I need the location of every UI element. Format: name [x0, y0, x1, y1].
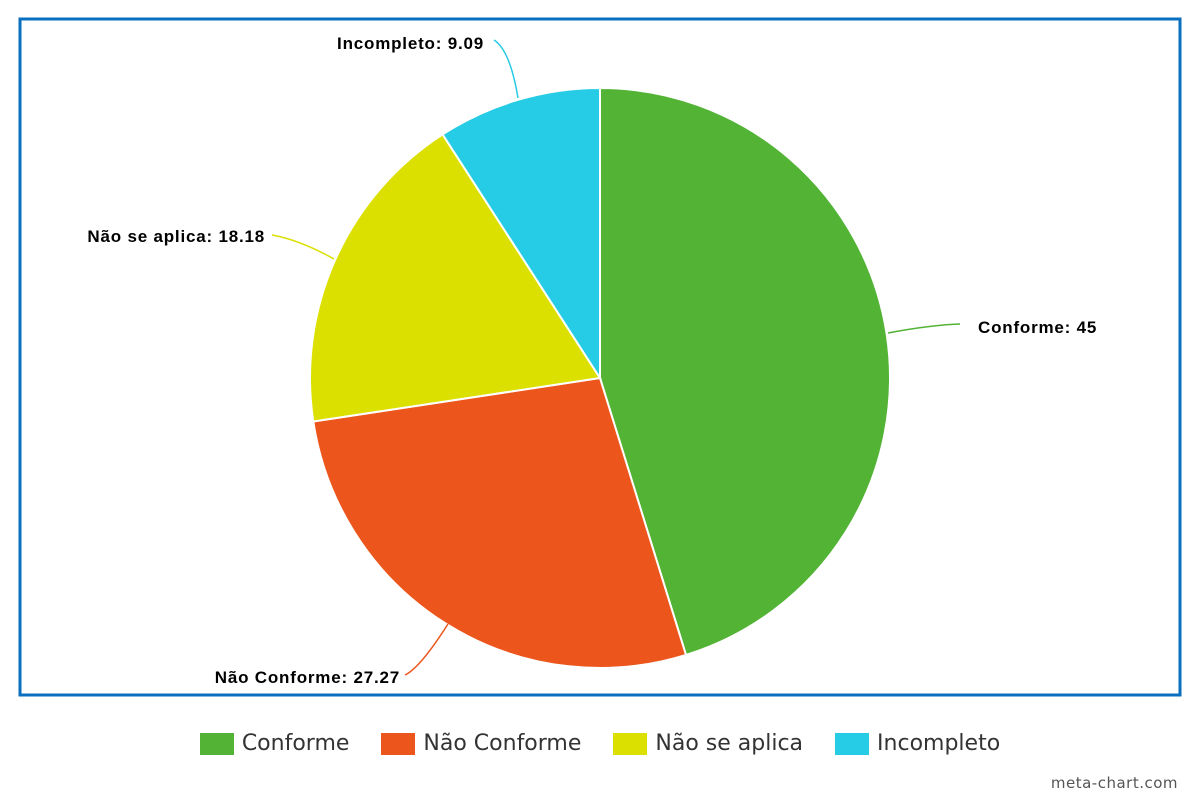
- legend-swatch-nao-conforme: [381, 732, 416, 755]
- legend-item-incompleto[interactable]: Incompleto: [835, 731, 1000, 756]
- legend: Conforme Não Conforme Não se aplica Inco…: [0, 731, 1200, 756]
- connector-incompleto: [493, 39, 519, 99]
- pie-slice-conforme[interactable]: [599, 86, 891, 657]
- legend-item-nao-se-aplica[interactable]: Não se aplica: [613, 731, 803, 756]
- connector-nao-conforme: [404, 623, 449, 676]
- legend-label-incompleto: Incompleto: [877, 731, 1001, 756]
- legend-swatch-conforme: [199, 732, 234, 755]
- pie-slice-nao-conforme[interactable]: [312, 376, 688, 669]
- connector-conforme: [887, 323, 961, 334]
- pie-chart: Conforme: 45 Não Conforme: 27.27 Não se ap…: [18, 17, 1182, 697]
- data-label-nao-conforme: Não Conforme: 27.27: [215, 668, 400, 687]
- legend-swatch-nao-se-aplica: [613, 732, 648, 755]
- pie-slice-incompleto[interactable]: [441, 86, 601, 382]
- legend-label-nao-conforme: Não Conforme: [423, 731, 582, 756]
- connector-nao-se-aplica: [271, 234, 335, 260]
- slice-labels: Conforme: 45 Não Conforme: 27.27 Não se ap…: [87, 34, 1097, 687]
- data-label-nao-se-aplica: Não se aplica: 18.18: [87, 227, 265, 246]
- credit-text[interactable]: meta-chart.com: [1050, 774, 1178, 792]
- data-label-conforme: Conforme: 45: [978, 318, 1097, 337]
- pie-slice-nao-se-aplica[interactable]: [309, 133, 602, 423]
- data-label-incompleto: Incompleto: 9.09: [337, 34, 484, 53]
- legend-label-conforme: Conforme: [241, 731, 350, 756]
- legend-label-nao-se-aplica: Não se aplica: [655, 731, 804, 756]
- legend-item-conforme[interactable]: Conforme: [199, 731, 350, 756]
- legend-swatch-incompleto: [835, 732, 870, 755]
- pie-slices: [309, 86, 891, 669]
- label-connectors: [271, 39, 961, 676]
- legend-item-nao-conforme[interactable]: Não Conforme: [381, 731, 581, 756]
